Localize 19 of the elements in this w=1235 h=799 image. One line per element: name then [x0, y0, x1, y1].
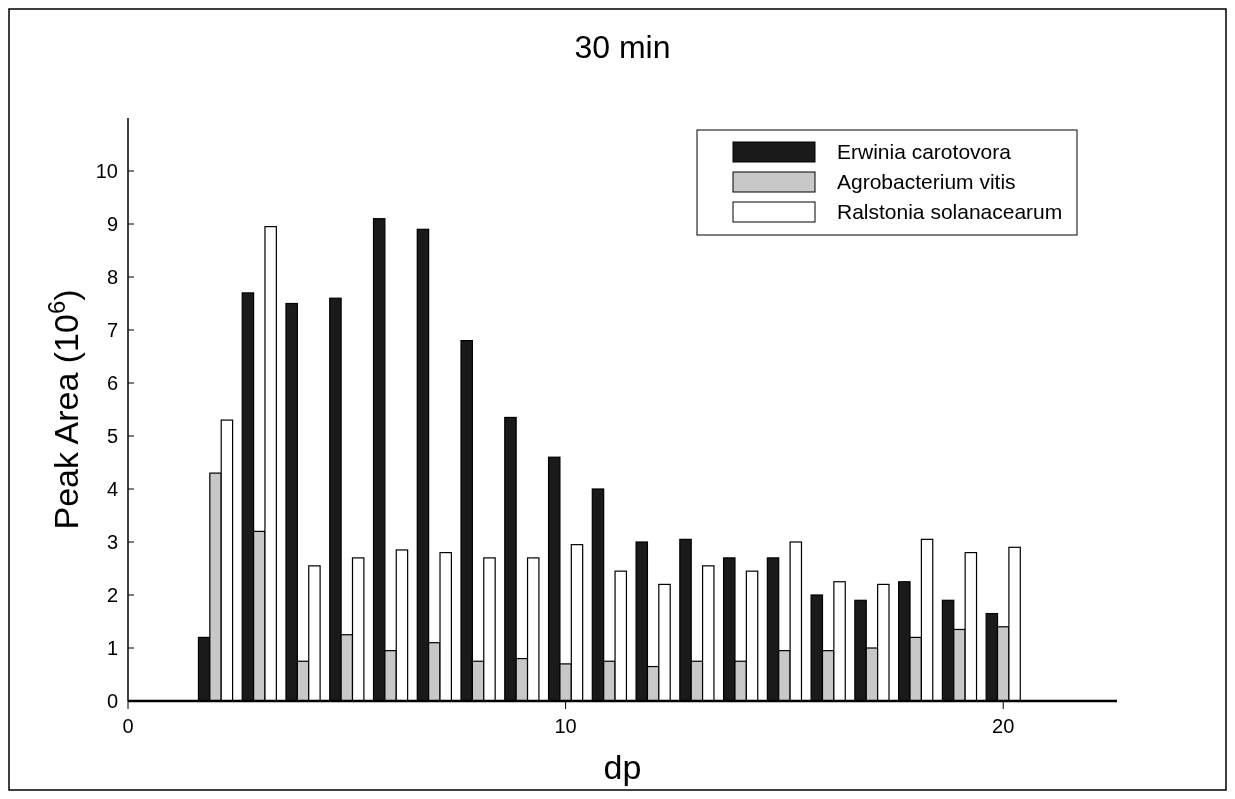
- y-tick-label: 2: [106, 584, 118, 606]
- y-tick-label: 7: [106, 319, 118, 341]
- x-tick-label: 20: [992, 715, 1015, 737]
- legend-label: Erwinia carotovora: [837, 140, 1012, 164]
- y-tick-label: 5: [106, 425, 118, 447]
- x-tick-label: 10: [554, 715, 577, 737]
- y-tick-label: 8: [106, 266, 118, 288]
- y-tick-label: 0: [106, 690, 118, 712]
- y-tick-label: 1: [106, 637, 118, 659]
- x-tick-label: 0: [122, 715, 134, 737]
- x-axis-title: dp: [603, 748, 642, 786]
- y-tick-label: 10: [95, 160, 118, 182]
- legend-label: Agrobacterium vitis: [837, 170, 1016, 194]
- y-tick-label: 4: [106, 478, 118, 500]
- y-tick-label: 9: [106, 213, 118, 235]
- y-tick-label: 3: [106, 531, 118, 553]
- chart-title: 30 min: [574, 29, 671, 65]
- y-tick-label: 6: [106, 372, 118, 394]
- legend-label: Ralstonia solanacearum: [837, 200, 1063, 224]
